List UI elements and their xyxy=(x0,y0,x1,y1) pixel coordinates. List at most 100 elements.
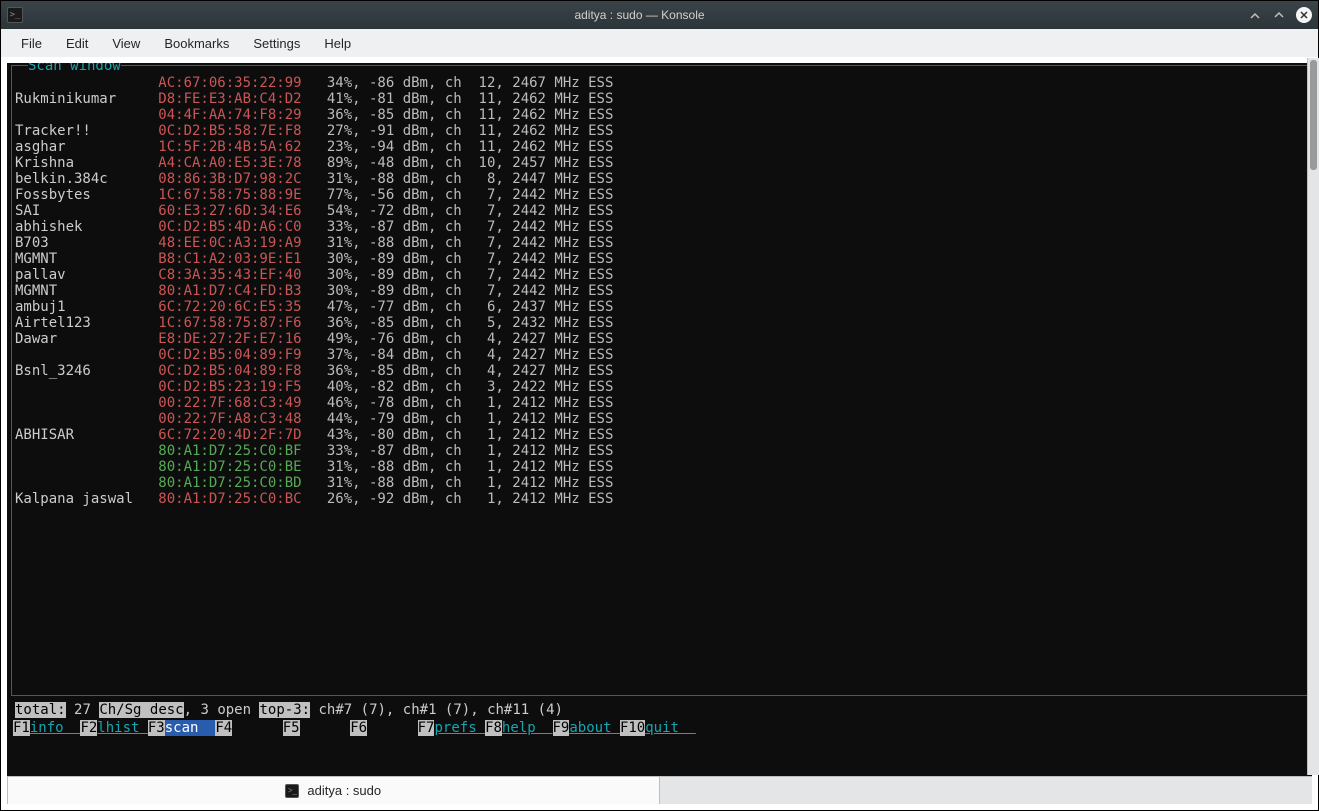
scan-row[interactable]: Fossbytes 1C:67:58:75:88:9E 77%, -56 dBm… xyxy=(15,187,1306,203)
signal-info: 44%, -79 dBm, ch 1, 2412 MHz ESS xyxy=(310,411,613,427)
fnkey[interactable]: F3 xyxy=(148,720,165,736)
mac: 0C:D2:B5:58:7E:F8 xyxy=(158,123,310,139)
mac: 00:22:7F:A8:C3:48 xyxy=(158,411,310,427)
scan-row[interactable]: SAI 60:E3:27:6D:34:E6 54%, -72 dBm, ch 7… xyxy=(15,203,1306,219)
scan-row[interactable]: 80:A1:D7:25:C0:BD 31%, -88 dBm, ch 1, 24… xyxy=(15,475,1306,491)
signal-info: 46%, -78 dBm, ch 1, 2412 MHz ESS xyxy=(310,395,613,411)
signal-info: 41%, -81 dBm, ch 11, 2462 MHz ESS xyxy=(310,91,613,107)
mac: 04:4F:AA:74:F8:29 xyxy=(158,107,310,123)
scan-rows: AC:67:06:35:22:99 34%, -86 dBm, ch 12, 2… xyxy=(15,75,1306,507)
scan-row[interactable]: MGMNT B8:C1:A2:03:9E:E1 30%, -89 dBm, ch… xyxy=(15,251,1306,267)
scan-row[interactable]: abhishek 0C:D2:B5:4D:A6:C0 33%, -87 dBm,… xyxy=(15,219,1306,235)
titlebar[interactable]: >_ aditya : sudo — Konsole ✕ xyxy=(1,1,1318,29)
essid: belkin.384c xyxy=(15,171,158,187)
scan-row[interactable]: AC:67:06:35:22:99 34%, -86 dBm, ch 12, 2… xyxy=(15,75,1306,91)
signal-info: 31%, -88 dBm, ch 7, 2442 MHz ESS xyxy=(310,235,613,251)
fnkey-label[interactable]: about xyxy=(569,720,620,736)
fnkey[interactable]: F5 xyxy=(283,720,300,736)
scan-row[interactable]: 00:22:7F:A8:C3:48 44%, -79 dBm, ch 1, 24… xyxy=(15,411,1306,427)
mac: 6C:72:20:4D:2F:7D xyxy=(158,427,310,443)
essid: Kalpana jaswal xyxy=(15,491,158,507)
scan-row[interactable]: Dawar E8:DE:27:2F:E7:16 49%, -76 dBm, ch… xyxy=(15,331,1306,347)
scan-row[interactable]: B703 48:EE:0C:A3:19:A9 31%, -88 dBm, ch … xyxy=(15,235,1306,251)
scan-row[interactable]: ABHISAR 6C:72:20:4D:2F:7D 43%, -80 dBm, … xyxy=(15,427,1306,443)
mac: 00:22:7F:68:C3:49 xyxy=(158,395,310,411)
close-button[interactable]: ✕ xyxy=(1296,7,1312,23)
fnkey[interactable]: F6 xyxy=(350,720,367,736)
menu-edit[interactable]: Edit xyxy=(54,32,100,55)
fnkey[interactable]: F2 xyxy=(80,720,97,736)
fnkey-label[interactable]: help xyxy=(502,720,553,736)
fnkey-label xyxy=(300,720,351,736)
scan-row[interactable]: 04:4F:AA:74:F8:29 36%, -85 dBm, ch 11, 2… xyxy=(15,107,1306,123)
scan-row[interactable]: Rukminikumar D8:FE:E3:AB:C4:D2 41%, -81 … xyxy=(15,91,1306,107)
mac: 60:E3:27:6D:34:E6 xyxy=(158,203,310,219)
window-controls: ✕ xyxy=(1248,7,1312,23)
mac: 1C:67:58:75:87:F6 xyxy=(158,315,310,331)
scan-row[interactable]: Bsnl_3246 0C:D2:B5:04:89:F8 36%, -85 dBm… xyxy=(15,363,1306,379)
essid: asghar xyxy=(15,139,158,155)
menu-help[interactable]: Help xyxy=(312,32,363,55)
mac: 0C:D2:B5:04:89:F9 xyxy=(158,347,310,363)
mac: 0C:D2:B5:4D:A6:C0 xyxy=(158,219,310,235)
scan-row[interactable]: 0C:D2:B5:23:19:F5 40%, -82 dBm, ch 3, 24… xyxy=(15,379,1306,395)
signal-info: 26%, -92 dBm, ch 1, 2412 MHz ESS xyxy=(310,491,613,507)
essid xyxy=(15,475,158,491)
fnkey[interactable]: F8 xyxy=(485,720,502,736)
signal-info: 30%, -89 dBm, ch 7, 2442 MHz ESS xyxy=(310,251,613,267)
signal-info: 37%, -84 dBm, ch 4, 2427 MHz ESS xyxy=(310,347,613,363)
terminal[interactable]: Scan window AC:67:06:35:22:99 34%, -86 d… xyxy=(7,63,1312,776)
signal-info: 23%, -94 dBm, ch 11, 2462 MHz ESS xyxy=(310,139,613,155)
essid xyxy=(15,443,158,459)
essid: ambuj1 xyxy=(15,299,158,315)
fnkey[interactable]: F4 xyxy=(215,720,232,736)
signal-info: 34%, -86 dBm, ch 12, 2467 MHz ESS xyxy=(310,75,613,91)
signal-info: 40%, -82 dBm, ch 3, 2422 MHz ESS xyxy=(310,379,613,395)
mac: 6C:72:20:6C:E5:35 xyxy=(158,299,310,315)
scan-row[interactable]: ambuj1 6C:72:20:6C:E5:35 47%, -77 dBm, c… xyxy=(15,299,1306,315)
signal-info: 31%, -88 dBm, ch 8, 2447 MHz ESS xyxy=(310,171,613,187)
app-icon: >_ xyxy=(7,7,23,23)
menu-file[interactable]: File xyxy=(9,32,54,55)
scan-row[interactable]: MGMNT 80:A1:D7:C4:FD:B3 30%, -89 dBm, ch… xyxy=(15,283,1306,299)
menu-settings[interactable]: Settings xyxy=(241,32,312,55)
scan-row[interactable]: belkin.384c 08:86:3B:D7:98:2C 31%, -88 d… xyxy=(15,171,1306,187)
fnkey-label[interactable]: scan xyxy=(165,720,216,736)
menu-view[interactable]: View xyxy=(100,32,152,55)
essid: Rukminikumar xyxy=(15,91,158,107)
scan-row[interactable]: 0C:D2:B5:04:89:F9 37%, -84 dBm, ch 4, 24… xyxy=(15,347,1306,363)
minimize-button[interactable] xyxy=(1248,8,1262,22)
tab-sudo[interactable]: >_ aditya : sudo xyxy=(7,776,660,804)
menu-bookmarks[interactable]: Bookmarks xyxy=(152,32,241,55)
tab-empty xyxy=(660,776,1313,804)
mac: B8:C1:A2:03:9E:E1 xyxy=(158,251,310,267)
fnkey[interactable]: F9 xyxy=(553,720,570,736)
essid: MGMNT xyxy=(15,283,158,299)
scan-row[interactable]: Airtel123 1C:67:58:75:87:F6 36%, -85 dBm… xyxy=(15,315,1306,331)
scan-row[interactable]: Kalpana jaswal 80:A1:D7:25:C0:BC 26%, -9… xyxy=(15,491,1306,507)
scrollbar[interactable] xyxy=(1307,58,1319,775)
maximize-button[interactable] xyxy=(1272,8,1286,22)
scan-row[interactable]: Tracker!! 0C:D2:B5:58:7E:F8 27%, -91 dBm… xyxy=(15,123,1306,139)
signal-info: 33%, -87 dBm, ch 1, 2412 MHz ESS xyxy=(310,443,613,459)
scrollbar-thumb[interactable] xyxy=(1310,60,1317,170)
scan-row[interactable]: 00:22:7F:68:C3:49 46%, -78 dBm, ch 1, 24… xyxy=(15,395,1306,411)
fnkey-label[interactable]: prefs xyxy=(434,720,485,736)
scan-row[interactable]: asghar 1C:5F:2B:4B:5A:62 23%, -94 dBm, c… xyxy=(15,139,1306,155)
mac: 1C:5F:2B:4B:5A:62 xyxy=(158,139,310,155)
fnkey-label[interactable]: lhist xyxy=(97,720,148,736)
scan-row[interactable]: pallav C8:3A:35:43:EF:40 30%, -89 dBm, c… xyxy=(15,267,1306,283)
mac: 0C:D2:B5:23:19:F5 xyxy=(158,379,310,395)
fnkey-label[interactable]: quit xyxy=(645,720,696,736)
fnkey[interactable]: F10 xyxy=(620,720,645,736)
fnkey[interactable]: F1 xyxy=(13,720,30,736)
essid: ABHISAR xyxy=(15,427,158,443)
scan-row[interactable]: Krishna A4:CA:A0:E5:3E:78 89%, -48 dBm, … xyxy=(15,155,1306,171)
scan-row[interactable]: 80:A1:D7:25:C0:BF 33%, -87 dBm, ch 1, 24… xyxy=(15,443,1306,459)
function-keys: F1info F2lhist F3scan F4 F5 F6 F7prefs F… xyxy=(13,720,1306,736)
fnkey-label[interactable]: info xyxy=(30,720,81,736)
signal-info: 49%, -76 dBm, ch 4, 2427 MHz ESS xyxy=(310,331,613,347)
scan-row[interactable]: 80:A1:D7:25:C0:BE 31%, -88 dBm, ch 1, 24… xyxy=(15,459,1306,475)
signal-info: 89%, -48 dBm, ch 10, 2457 MHz ESS xyxy=(310,155,613,171)
fnkey[interactable]: F7 xyxy=(418,720,435,736)
